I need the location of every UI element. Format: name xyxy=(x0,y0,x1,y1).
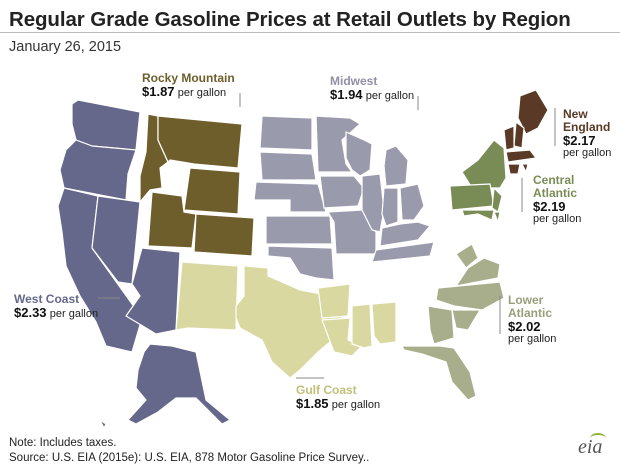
state-texas xyxy=(235,265,343,379)
note-text: Note: Includes taxes. xyxy=(9,437,117,449)
region-lower-atlantic xyxy=(401,243,505,401)
eia-logo: eia xyxy=(578,436,603,458)
state-vermont xyxy=(503,125,515,151)
state-minnesota xyxy=(315,115,361,173)
new-england-unit: per gallon xyxy=(563,147,612,159)
state-alaska xyxy=(127,343,231,425)
state-north-dakota xyxy=(259,115,313,151)
midwest-unit: per gallon xyxy=(365,90,415,102)
west-coast-unit: per gallon xyxy=(49,308,99,320)
new-england-price: $2.17 xyxy=(563,133,596,148)
state-south-carolina xyxy=(451,309,481,331)
state-maine xyxy=(517,89,549,135)
rocky-mountain-label: Rocky Mountain $1.87 per gallon xyxy=(142,72,235,100)
state-florida xyxy=(401,345,477,401)
state-mississippi xyxy=(351,303,373,349)
lower-atlantic-name-line1: Lower xyxy=(508,293,544,307)
state-iowa xyxy=(319,175,365,209)
state-oregon xyxy=(59,139,137,201)
eia-logo-arc xyxy=(590,433,606,444)
state-virginia xyxy=(455,257,501,287)
central-atlantic-name-line2: Atlantic xyxy=(533,186,578,200)
state-new-hampshire xyxy=(513,121,525,149)
state-nebraska xyxy=(253,181,327,213)
state-montana xyxy=(157,115,243,169)
new-england-label: New England $2.17 per gallon xyxy=(563,108,611,160)
state-delaware xyxy=(493,211,501,223)
central-atlantic-unit: per gallon xyxy=(533,213,582,225)
region-central-atlantic xyxy=(449,139,507,223)
lower-atlantic-name-line2: Atlantic xyxy=(508,306,553,320)
new-england-name-line2: England xyxy=(563,120,611,134)
region-west-coast xyxy=(57,99,231,429)
state-west-virginia xyxy=(455,243,479,269)
west-coast-label: West Coast $2.33 per gallon xyxy=(14,293,98,321)
midwest-price: $1.94 xyxy=(330,87,363,102)
state-pennsylvania xyxy=(449,183,495,211)
midwest-label: Midwest $1.94 per gallon xyxy=(330,75,414,103)
west-coast-name: West Coast xyxy=(14,292,80,306)
rocky-mountain-unit: per gallon xyxy=(177,87,227,99)
region-new-england xyxy=(503,89,549,175)
rocky-mountain-name: Rocky Mountain xyxy=(142,71,235,85)
state-illinois xyxy=(361,173,385,233)
state-arizona xyxy=(125,247,181,335)
state-south-dakota xyxy=(259,151,317,181)
lower-atlantic-price: $2.02 xyxy=(508,319,541,334)
central-atlantic-price: $2.19 xyxy=(533,199,566,214)
footnote: Note: Includes taxes. Source: U.S. EIA (… xyxy=(9,436,369,466)
state-kansas xyxy=(265,215,333,245)
midwest-name: Midwest xyxy=(330,74,378,88)
region-midwest xyxy=(253,115,435,281)
state-maryland xyxy=(461,209,495,221)
state-michigan xyxy=(383,145,409,187)
lower-atlantic-label: Lower Atlantic $2.02 per gallon xyxy=(508,294,556,346)
state-massachusetts xyxy=(505,149,537,163)
map-date: January 26, 2015 xyxy=(9,39,122,55)
state-new-jersey xyxy=(491,187,503,213)
source-text: Source: U.S. EIA (2015e): U.S. EIA, 878 … xyxy=(9,452,370,464)
state-oklahoma xyxy=(267,245,335,281)
state-rhode-island xyxy=(521,163,529,173)
state-north-carolina xyxy=(435,281,505,311)
state-hawaii xyxy=(99,419,107,429)
gulf-coast-label: Gulf Coast $1.85 per gallon xyxy=(296,384,380,412)
state-alabama xyxy=(371,301,397,345)
state-wyoming xyxy=(183,167,241,215)
lower-atlantic-unit: per gallon xyxy=(508,333,557,345)
state-connecticut xyxy=(507,163,521,175)
region-rocky-mountain xyxy=(139,113,255,257)
state-kentucky xyxy=(379,221,431,247)
title-divider xyxy=(0,32,620,33)
state-new-york xyxy=(461,139,507,189)
gulf-coast-price: $1.85 xyxy=(296,396,329,411)
state-indiana xyxy=(381,187,399,227)
region-gulf-coast xyxy=(175,261,397,379)
new-england-name-line1: New xyxy=(563,107,588,121)
state-arkansas xyxy=(317,283,351,319)
rocky-mountain-price: $1.87 xyxy=(142,84,175,99)
state-colorado xyxy=(193,213,255,257)
state-nevada xyxy=(91,195,141,285)
state-georgia xyxy=(427,305,455,345)
gulf-coast-name: Gulf Coast xyxy=(296,383,357,397)
central-atlantic-label: Central Atlantic $2.19 per gallon xyxy=(533,174,581,226)
state-new-mexico xyxy=(175,261,239,331)
state-tennessee xyxy=(371,241,435,263)
central-atlantic-name-line1: Central xyxy=(533,173,575,187)
state-ohio xyxy=(399,183,425,221)
state-wisconsin xyxy=(345,131,373,177)
gulf-coast-unit: per gallon xyxy=(331,399,381,411)
west-coast-price: $2.33 xyxy=(14,305,47,320)
map-title: Regular Grade Gasoline Prices at Retail … xyxy=(9,8,571,31)
